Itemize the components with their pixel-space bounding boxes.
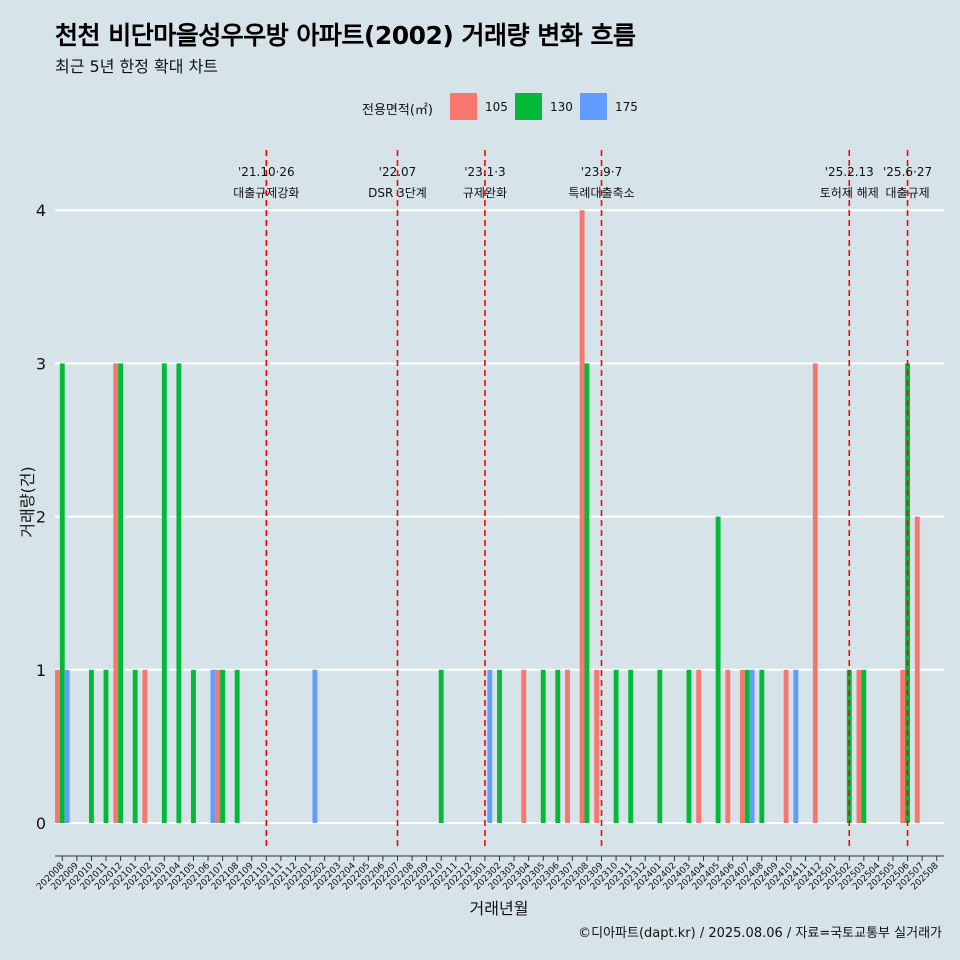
bar-105-202404 xyxy=(696,669,702,823)
bar-105-202309 xyxy=(594,669,600,823)
event-label: 특례대출축소 xyxy=(568,186,634,200)
legend-label-175: 175 xyxy=(615,100,638,114)
bar-130-202010 xyxy=(89,669,94,823)
bar-130-202302 xyxy=(497,669,502,823)
bar-105-202507 xyxy=(914,516,920,823)
bar-105-202308 xyxy=(579,210,585,823)
y-tick-label: 1 xyxy=(36,661,46,680)
bar-130-202306 xyxy=(555,669,561,823)
y-tick-label: 0 xyxy=(36,814,46,833)
bar-105-202307 xyxy=(565,669,570,823)
x-axis-title: 거래년월 xyxy=(470,899,529,918)
event-date-label: '25.2.13 xyxy=(825,165,874,179)
bar-130-202401 xyxy=(657,669,663,823)
bar-130-202108 xyxy=(234,669,240,823)
bar-105-202304 xyxy=(521,669,527,823)
bar-105-202410 xyxy=(783,669,789,823)
bar-105-202012 xyxy=(113,363,119,823)
bar-130-202403 xyxy=(686,669,692,823)
bar-130-202104 xyxy=(176,363,182,823)
y-tick-label: 4 xyxy=(36,201,46,220)
bar-175-202008 xyxy=(64,669,70,823)
bar-130-202305 xyxy=(540,669,546,823)
bar-130-202408 xyxy=(759,669,765,823)
chart-subtitle: 최근 5년 한정 확대 차트 xyxy=(55,57,219,76)
bar-130-202011 xyxy=(103,669,109,823)
bar-130-202308 xyxy=(584,363,590,823)
legend-label-130: 130 xyxy=(550,100,573,114)
y-tick-label: 3 xyxy=(36,354,46,373)
bar-130-202210 xyxy=(438,669,444,823)
bar-105-202506 xyxy=(900,669,906,823)
event-date-label: '23.9·7 xyxy=(581,165,622,179)
bar-130-202105 xyxy=(191,669,196,823)
bar-130-202008 xyxy=(59,363,65,823)
event-date-label: '23.1·3 xyxy=(464,165,505,179)
bar-105-202406 xyxy=(725,669,731,823)
bar-130-202012 xyxy=(118,363,124,823)
bar-105-202412 xyxy=(812,363,818,823)
bar-105-202102 xyxy=(142,669,148,823)
bar-175-202106 xyxy=(210,669,216,823)
legend: 전용면적(㎡) 105 130 175 xyxy=(0,93,960,121)
bar-175-202407 xyxy=(749,669,755,823)
bar-175-202301 xyxy=(487,669,493,823)
legend-swatch-105 xyxy=(450,93,477,120)
event-label: DSR 3단계 xyxy=(368,186,427,200)
bar-130-202405 xyxy=(715,516,721,823)
legend-title: 전용면적(㎡) xyxy=(362,103,433,118)
bar-105-202503 xyxy=(856,669,862,823)
event-date-label: '22.07 xyxy=(379,165,417,179)
event-label: 규제완화 xyxy=(463,186,507,200)
bar-130-202503 xyxy=(861,669,867,823)
bar-175-202201 xyxy=(312,669,318,823)
bar-130-202103 xyxy=(161,363,167,823)
bar-175-202410 xyxy=(793,669,799,823)
bar-105-202407 xyxy=(739,669,745,823)
y-tick-label: 2 xyxy=(36,508,46,527)
event-label: 대출규제 xyxy=(885,186,929,200)
legend-swatch-175 xyxy=(580,93,607,120)
event-label: 대출규제강화 xyxy=(233,186,299,200)
chart-title: 천천 비단마을성우우방 아파트(2002) 거래량 변화 흐름 xyxy=(55,21,636,50)
event-date-label: '25.6·27 xyxy=(883,165,932,179)
source-caption: ©디아파트(dapt.kr) / 2025.08.06 / 자료=국토교통부 실… xyxy=(578,926,942,941)
event-date-label: '21.10·26 xyxy=(238,165,295,179)
bar-105-202008 xyxy=(55,669,60,823)
bar-130-202101 xyxy=(132,669,138,823)
event-label: 토허제 해제 xyxy=(820,186,879,200)
bar-130-202502 xyxy=(846,669,852,823)
bar-130-202310 xyxy=(613,669,619,823)
bar-130-202407 xyxy=(744,669,750,823)
bar-105-202107 xyxy=(215,669,221,823)
y-axis-title: 거래량(건) xyxy=(18,466,37,537)
bar-130-202107 xyxy=(220,669,226,823)
bar-130-202311 xyxy=(628,669,634,823)
legend-swatch-130 xyxy=(515,93,542,120)
legend-label-105: 105 xyxy=(485,100,508,114)
